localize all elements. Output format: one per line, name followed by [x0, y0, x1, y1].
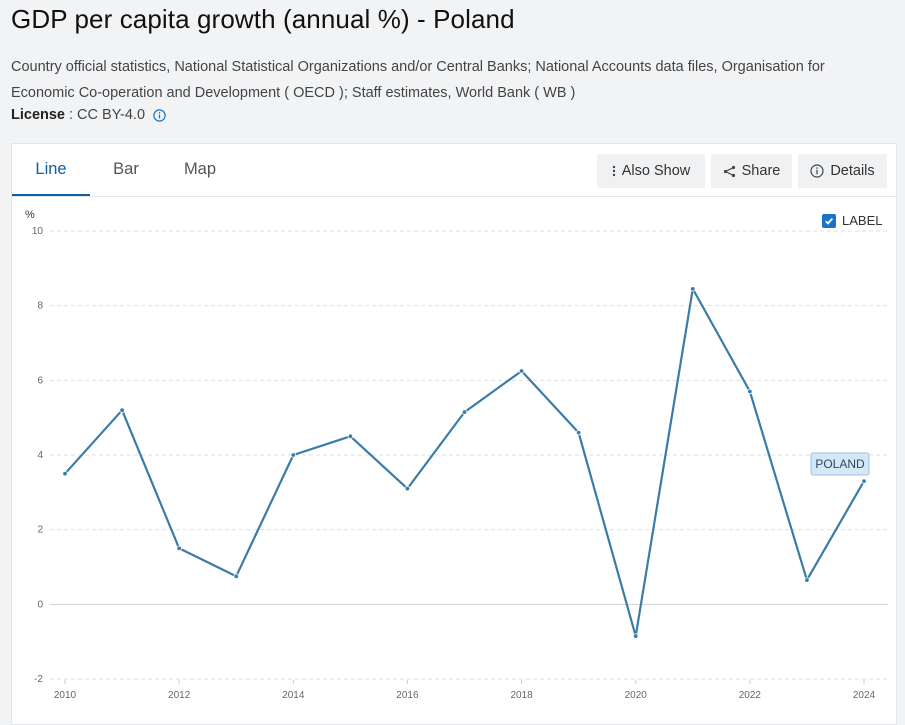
share-button[interactable]: Share [711, 154, 792, 188]
share-icon [723, 165, 735, 177]
info-icon[interactable] [153, 108, 166, 122]
x-tick-label: 2020 [625, 690, 648, 701]
x-tick-label: 2022 [739, 690, 762, 701]
series-label-text: POLAND [815, 457, 865, 471]
y-tick-label: 8 [37, 301, 43, 312]
data-point[interactable] [461, 409, 468, 415]
data-point[interactable] [233, 573, 239, 580]
chart-card: Line Bar Map Also Show Share Details LAB… [11, 143, 897, 725]
data-point[interactable] [404, 485, 411, 492]
chart-tabs: Line Bar Map [12, 144, 238, 197]
series-label-poland: POLAND [810, 452, 870, 476]
data-point[interactable] [62, 470, 68, 477]
details-button[interactable]: Details [798, 154, 887, 188]
license-value: : CC BY-4.0 [69, 107, 146, 123]
check-icon [825, 217, 833, 225]
x-tick-label: 2010 [54, 690, 77, 701]
y-tick-labels: 10 8 6 4 2 0 -2 [32, 226, 44, 685]
x-tick-label: 2024 [853, 690, 876, 701]
y-axis-label: % [25, 209, 35, 221]
data-point[interactable] [119, 407, 125, 413]
also-show-label: Also Show [621, 163, 691, 179]
x-tick-label: 2012 [168, 690, 191, 701]
x-tick-label: 2014 [282, 690, 305, 701]
license-label: License [11, 107, 65, 123]
x-tick-label: 2016 [396, 690, 419, 701]
x-tick-label: 2018 [510, 690, 533, 701]
gridlines [50, 230, 888, 680]
label-checkbox[interactable] [822, 213, 836, 228]
more-vertical-icon [612, 165, 615, 177]
data-points [62, 286, 867, 639]
share-label: Share [741, 163, 781, 179]
license-line: License : CC BY-4.0 [11, 107, 166, 123]
tab-bar[interactable]: Bar [113, 160, 139, 178]
tab-map[interactable]: Map [183, 160, 217, 178]
data-point[interactable] [804, 577, 810, 583]
x-tick-labels: 2010 2012 2014 2016 2018 2020 2022 2024 [54, 680, 876, 701]
data-point[interactable] [347, 433, 354, 440]
data-point[interactable] [861, 478, 867, 484]
tabs-divider [12, 196, 896, 197]
y-tick-label: 0 [37, 599, 43, 610]
y-tick-label: 6 [37, 375, 43, 386]
data-point[interactable] [176, 545, 182, 552]
data-point[interactable] [747, 388, 753, 395]
data-point[interactable] [633, 633, 639, 639]
data-point[interactable] [575, 429, 582, 436]
y-tick-label: 10 [32, 226, 44, 237]
source-text: Country official statistics, National St… [11, 59, 825, 101]
line-chart: % 10 8 6 4 2 0 -2 2010 2012 2014 2016 2018 2020 2022… [25, 209, 888, 701]
y-tick-label: 2 [37, 525, 43, 536]
info-circle-icon [810, 164, 824, 178]
data-point[interactable] [290, 452, 296, 458]
page-title: GDP per capita growth (annual %) - Polan… [11, 4, 515, 34]
y-tick-label: -2 [34, 674, 43, 685]
tab-line[interactable]: Line [12, 144, 90, 197]
data-point[interactable] [690, 286, 696, 292]
label-toggle[interactable]: LABEL [822, 213, 882, 228]
y-tick-label: 4 [37, 450, 43, 461]
series-line-poland [64, 287, 865, 638]
data-point[interactable] [518, 368, 525, 374]
also-show-button[interactable]: Also Show [597, 154, 705, 188]
details-label: Details [830, 163, 875, 179]
label-toggle-text: LABEL [842, 213, 883, 228]
